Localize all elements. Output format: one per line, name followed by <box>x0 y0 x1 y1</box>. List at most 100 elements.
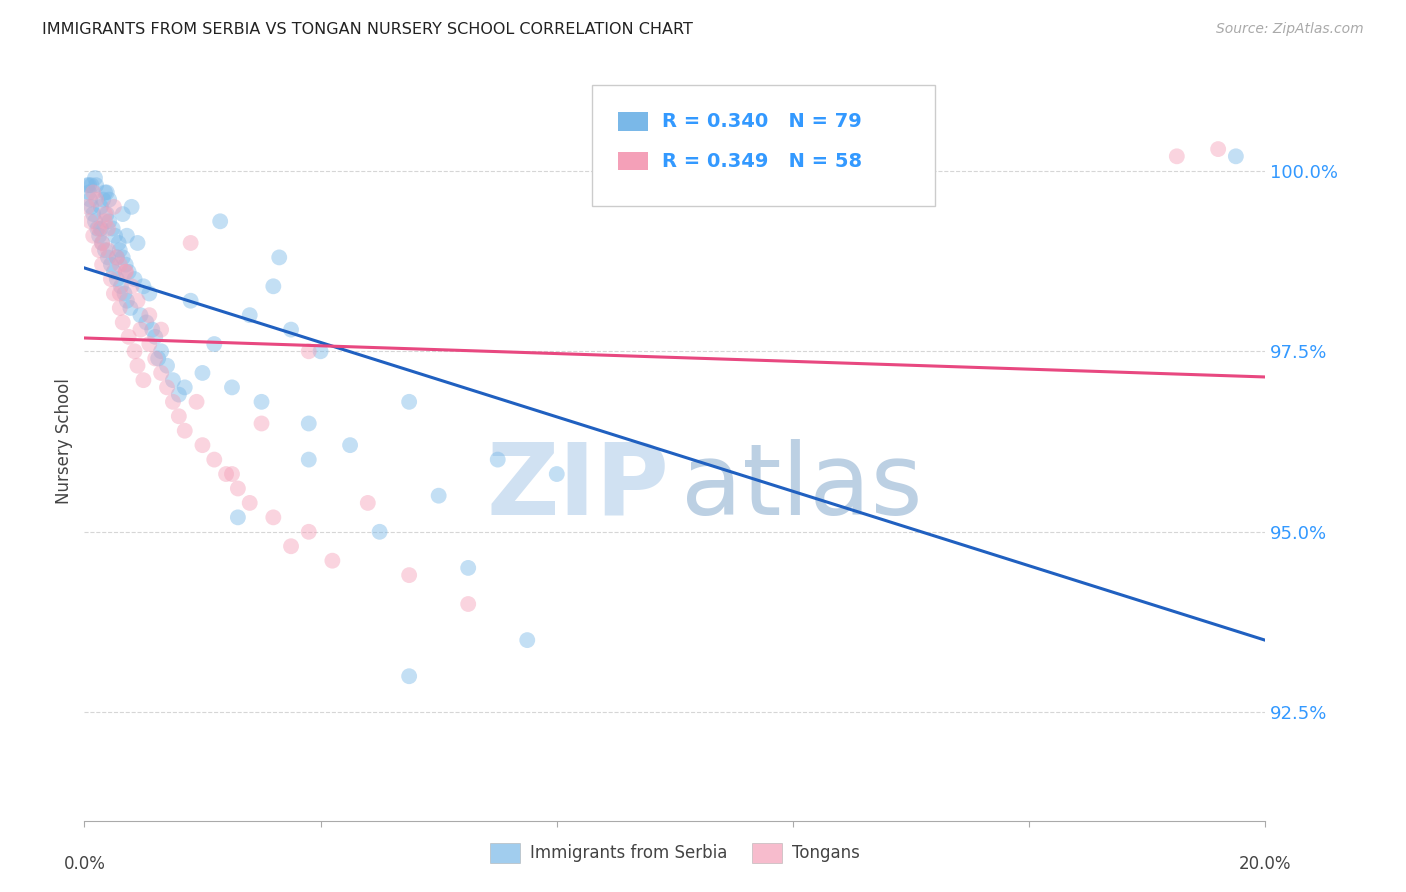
Point <box>173 380 195 394</box>
Point <box>79 214 101 228</box>
Bar <box>619 152 648 170</box>
Point <box>107 235 129 250</box>
Point <box>118 265 141 279</box>
Point <box>124 272 146 286</box>
Point <box>143 351 166 366</box>
Text: R = 0.340   N = 79: R = 0.340 N = 79 <box>662 112 862 131</box>
Point <box>84 178 107 193</box>
Point <box>191 366 214 380</box>
Point <box>94 207 117 221</box>
Point <box>87 243 111 257</box>
Point <box>221 467 243 481</box>
Point <box>321 554 343 568</box>
Point <box>94 186 117 200</box>
Point <box>97 251 120 265</box>
Point <box>82 207 104 221</box>
Point <box>98 214 121 228</box>
Point <box>280 323 302 337</box>
Point <box>135 315 157 329</box>
Point <box>298 524 321 539</box>
Point <box>104 228 127 243</box>
Point <box>87 228 111 243</box>
Point <box>226 482 249 496</box>
Point <box>516 633 538 648</box>
Point <box>80 178 103 193</box>
Point <box>339 438 361 452</box>
Point <box>121 200 143 214</box>
Point <box>84 193 107 207</box>
Point <box>156 359 179 373</box>
Point <box>91 235 114 250</box>
Point <box>105 251 128 265</box>
Point <box>138 286 160 301</box>
Point <box>138 337 160 351</box>
Point <box>80 200 103 214</box>
Point <box>108 286 131 301</box>
Point <box>108 301 131 315</box>
Point <box>91 193 114 207</box>
Point <box>103 200 125 214</box>
Text: IMMIGRANTS FROM SERBIA VS TONGAN NURSERY SCHOOL CORRELATION CHART: IMMIGRANTS FROM SERBIA VS TONGAN NURSERY… <box>42 22 693 37</box>
Point <box>398 568 420 582</box>
Point <box>546 467 568 481</box>
Point <box>114 286 136 301</box>
Point <box>114 265 136 279</box>
Point <box>94 214 117 228</box>
Point <box>280 539 302 553</box>
Point <box>269 251 291 265</box>
Point <box>226 510 249 524</box>
Point <box>167 387 190 401</box>
Point <box>129 308 152 322</box>
Point <box>100 272 122 286</box>
Point <box>86 221 108 235</box>
Point <box>202 452 225 467</box>
Y-axis label: Nursery School: Nursery School <box>55 378 73 505</box>
Point <box>129 323 152 337</box>
Text: R = 0.349   N = 58: R = 0.349 N = 58 <box>662 152 862 170</box>
Point <box>186 394 208 409</box>
Point <box>118 330 141 344</box>
Point <box>262 279 284 293</box>
Point <box>398 669 420 683</box>
Legend: Immigrants from Serbia, Tongans: Immigrants from Serbia, Tongans <box>484 837 866 869</box>
Point <box>209 214 232 228</box>
Point <box>298 452 321 467</box>
Point <box>94 243 117 257</box>
Point <box>105 251 128 265</box>
Point <box>1206 142 1229 156</box>
Text: Source: ZipAtlas.com: Source: ZipAtlas.com <box>1216 22 1364 37</box>
Point <box>110 279 132 293</box>
Point <box>156 380 179 394</box>
Point <box>1166 149 1188 163</box>
Point <box>114 258 136 272</box>
Point <box>127 293 149 308</box>
Point <box>76 178 98 193</box>
Point <box>103 286 125 301</box>
Point <box>162 394 184 409</box>
Point <box>221 380 243 394</box>
Point <box>91 235 114 250</box>
Point <box>298 417 321 431</box>
Point <box>96 207 118 221</box>
Point <box>143 330 166 344</box>
Point <box>486 452 509 467</box>
Point <box>191 438 214 452</box>
Point <box>76 200 98 214</box>
Point <box>132 373 155 387</box>
Point <box>173 424 195 438</box>
Point <box>180 293 202 308</box>
Point <box>111 207 134 221</box>
Point <box>202 337 225 351</box>
Point <box>132 279 155 293</box>
Point <box>250 417 273 431</box>
Point <box>100 258 122 272</box>
Point <box>1225 149 1247 163</box>
Point <box>398 394 420 409</box>
Point <box>115 293 138 308</box>
Point <box>357 496 380 510</box>
Point <box>77 178 100 193</box>
Point <box>103 265 125 279</box>
Point <box>457 597 479 611</box>
Point <box>115 228 138 243</box>
Point <box>82 228 104 243</box>
